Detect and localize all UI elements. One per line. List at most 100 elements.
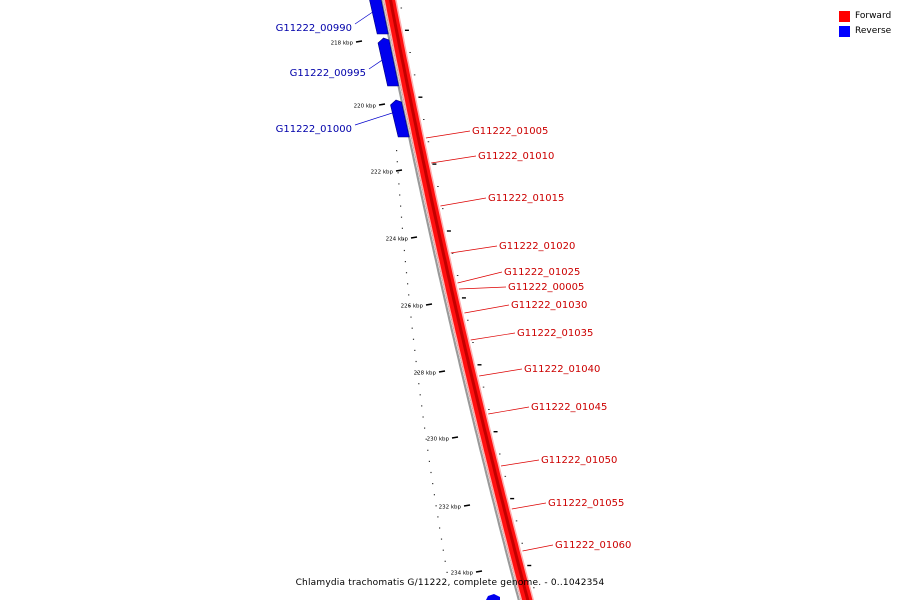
legend-reverse-label: Reverse: [855, 26, 892, 36]
forward-gene-label: G11222_01040: [524, 364, 600, 375]
scale-dot: [416, 372, 418, 374]
scale-tick: [395, 169, 403, 172]
scale-dot: [419, 394, 421, 396]
scale-dot: [442, 549, 444, 551]
scale-dot: [414, 349, 416, 351]
scale-dot: [430, 471, 432, 474]
scale-dot: [418, 383, 420, 385]
scale-ticks: 218 kbp 220 kbp 222 kbp 224 kbp 226 kbp 228 k…: [331, 40, 483, 577]
forward-gene-labels: G11222_01005 G11222_01010 G11222_01015 G112…: [425, 126, 631, 552]
reverse-gene-leader: [368, 59, 383, 70]
forward-gene-label: G11222_01015: [488, 193, 564, 204]
scale-label: 226 kbp: [401, 304, 424, 310]
scale-dot: [446, 571, 448, 573]
forward-gene-leader: [425, 130, 471, 139]
scale-dot: [425, 438, 427, 440]
reverse-genes: G11222_00990 G11222_00995 G11222_01000: [276, 0, 500, 600]
scale-label: 220 kbp: [354, 104, 377, 110]
scale-tick: [475, 570, 483, 573]
forward-strand-core: [388, 0, 530, 600]
forward-gene-label: G11222_01060: [555, 540, 631, 551]
backbone-grey-line: [380, 0, 520, 600]
scale-dot: [397, 172, 399, 174]
forward-gene-leader: [522, 544, 554, 552]
scale-dot: [400, 216, 403, 218]
forward-gene-label: G11222_01005: [472, 126, 548, 137]
scale-label: 222 kbp: [371, 170, 394, 176]
genome-caption: Chlamydia trachomatis G/11222, complete …: [295, 578, 605, 588]
forward-gene-leader: [431, 155, 477, 164]
scale-label: 232 kbp: [439, 505, 462, 511]
scale-dot: [412, 338, 415, 340]
reverse-gene-label: G11222_00995: [290, 68, 366, 79]
scale-dots: [396, 150, 448, 573]
genome-backbone: [380, 0, 535, 600]
forward-gene-leader: [511, 502, 547, 510]
reverse-gene: [369, 0, 389, 35]
forward-gene-label: G11222_00005: [508, 282, 584, 293]
scale-dot: [411, 327, 413, 329]
scale-tick: [378, 103, 386, 106]
scale-tick: [410, 236, 418, 239]
forward-gene-label: G11222_01020: [499, 241, 575, 252]
scale-dot: [399, 194, 401, 196]
reverse-gene-label: G11222_00990: [276, 23, 352, 34]
scale-dot: [401, 227, 403, 229]
scale-dot: [408, 294, 410, 296]
scale-tick: [463, 504, 471, 507]
forward-gene-leader: [464, 304, 510, 314]
legend-forward: Forward: [839, 9, 891, 24]
forward-gene-label: G11222_01010: [478, 151, 554, 162]
scale-tick: [451, 436, 459, 439]
scale-dot: [424, 427, 426, 429]
scale-dot: [428, 460, 430, 462]
reverse-gene: [390, 99, 410, 138]
forward-gene-leader: [500, 459, 540, 467]
forward-swatch: [839, 11, 850, 22]
legend: Forward Reverse: [839, 9, 891, 39]
scale-dot: [439, 527, 441, 529]
forward-gene-label: G11222_01030: [511, 300, 587, 311]
forward-gene-leader: [440, 197, 487, 207]
scale-dot: [427, 449, 429, 451]
legend-reverse: Reverse: [839, 24, 891, 39]
forward-gene-leader: [479, 368, 523, 377]
forward-gene-leader: [450, 245, 498, 254]
scale-dot: [422, 416, 424, 418]
forward-gene-label: G11222_01035: [517, 328, 593, 339]
scale-label: 234 kbp: [451, 571, 474, 577]
scale-dot: [396, 150, 398, 152]
scale-tick: [355, 40, 363, 43]
scale-dot: [433, 494, 435, 496]
forward-gene-label: G11222_01055: [548, 498, 624, 509]
legend-forward-label: Forward: [855, 11, 892, 21]
scale-tick: [438, 370, 446, 373]
scale-dot: [415, 360, 417, 363]
scale-dot: [405, 272, 408, 274]
scale-label: 230 kbp: [427, 437, 450, 443]
scale-dot: [402, 238, 404, 240]
scale-dot: [410, 316, 412, 318]
scale-dot: [440, 538, 443, 540]
reverse-gene: [377, 37, 399, 87]
scale-dot: [432, 483, 434, 485]
scale-dot: [409, 305, 411, 307]
scale-label: 224 kbp: [386, 237, 409, 243]
forward-gene-leader: [457, 271, 503, 284]
scale-dot: [407, 283, 409, 285]
forward-gene-leader: [488, 406, 530, 415]
scale-dot: [421, 405, 423, 407]
scale-dot: [396, 161, 398, 163]
scale-label: 228 kbp: [414, 371, 437, 377]
scale-dot: [444, 560, 446, 562]
scale-label: 218 kbp: [331, 41, 354, 47]
reverse-gene-partial: [486, 594, 500, 600]
forward-gene-leader: [470, 332, 516, 341]
scale-dot: [398, 183, 400, 185]
forward-strand-ticks: [400, 7, 535, 589]
scale-dot: [403, 249, 405, 252]
reverse-gene-label: G11222_01000: [276, 124, 352, 135]
reverse-gene-leader: [354, 112, 394, 126]
reverse-swatch: [839, 26, 850, 37]
